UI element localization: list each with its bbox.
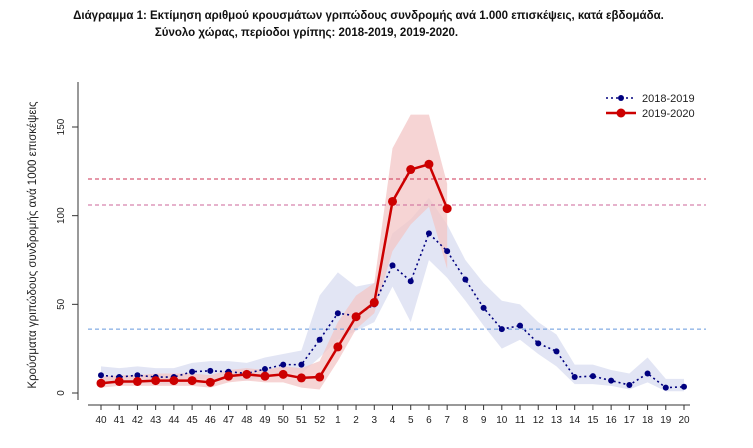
- x-tick-label: 4: [390, 415, 396, 426]
- x-tick-label: 43: [150, 415, 162, 426]
- data-point-2019-2020-wk47: [224, 371, 234, 381]
- y-tick-label: 50: [56, 298, 67, 310]
- data-point-2018-2019-wk7: [444, 248, 451, 255]
- x-tick-label: 5: [408, 415, 414, 426]
- confidence-band-2019-2020: [101, 114, 448, 390]
- legend-label-2018-2019: 2018-2019: [642, 93, 695, 105]
- x-tick-label: 17: [624, 415, 636, 426]
- data-point-2018-2019-wk8: [462, 276, 469, 283]
- data-point-2018-2019-wk10: [498, 326, 505, 333]
- x-tick-label: 46: [205, 415, 217, 426]
- data-point-2018-2019-wk40: [98, 372, 104, 379]
- x-tick-label: 14: [569, 415, 581, 426]
- data-point-2019-2020-wk43: [151, 376, 161, 386]
- data-point-2019-2020-wk45: [187, 376, 197, 386]
- data-point-2019-2020-wk1: [333, 342, 343, 352]
- x-tick-label: 45: [187, 415, 199, 426]
- x-tick-label: 16: [606, 415, 618, 426]
- data-point-2018-2019-wk9: [480, 304, 487, 311]
- x-tick-label: 52: [314, 415, 326, 426]
- chart-title-line2: Σύνολο χώρας, περίοδοι γρίπης: 2018-2019…: [154, 27, 459, 39]
- data-point-2018-2019-wk46: [207, 367, 214, 374]
- data-point-2018-2019-wk18: [644, 370, 651, 377]
- x-tick-label: 20: [678, 415, 690, 426]
- data-point-2018-2019-wk5: [407, 278, 414, 285]
- x-tick-label: 41: [114, 415, 126, 426]
- legend-marker-2018-2019: [618, 95, 624, 101]
- x-tick-label: 18: [642, 415, 654, 426]
- data-point-2018-2019-wk4: [389, 262, 396, 269]
- legend: 2018-2019 2019-2020: [606, 93, 695, 120]
- data-point-2019-2020-wk5: [406, 165, 416, 175]
- x-tick-label: 6: [426, 415, 432, 426]
- x-tick-label: 47: [223, 415, 235, 426]
- data-point-2018-2019-wk15: [589, 373, 596, 380]
- data-point-2018-2019-wk16: [608, 377, 615, 384]
- data-point-2019-2020-wk42: [132, 376, 142, 386]
- data-point-2018-2019-wk14: [571, 374, 578, 381]
- data-point-2018-2019-wk11: [517, 322, 524, 329]
- x-tick-label: 44: [168, 415, 180, 426]
- data-point-2019-2020-wk2: [351, 312, 361, 322]
- data-point-2018-2019-wk19: [662, 384, 669, 391]
- x-tick-label: 48: [241, 415, 253, 426]
- data-point-2018-2019-wk51: [298, 361, 305, 368]
- legend-marker-2019-2020: [616, 108, 626, 118]
- data-point-2018-2019-wk6: [425, 230, 432, 237]
- x-tick-label: 40: [95, 415, 107, 426]
- y-axis-label: Κρούσματα γριπώδους συνδρομής ανά 1000 ε…: [27, 101, 39, 389]
- legend-label-2019-2020: 2019-2020: [642, 108, 695, 120]
- y-tick-label: 150: [56, 118, 67, 135]
- data-point-2018-2019-wk50: [280, 361, 287, 368]
- x-tick-label: 10: [496, 415, 508, 426]
- data-point-2018-2019-wk45: [189, 368, 196, 375]
- data-point-2018-2019-wk52: [316, 336, 323, 343]
- data-point-2019-2020-wk52: [315, 372, 325, 382]
- data-point-2019-2020-wk44: [169, 376, 179, 386]
- x-tick-label: 7: [444, 415, 450, 426]
- data-point-2018-2019-wk42: [134, 372, 141, 379]
- x-tick-label: 1: [335, 415, 341, 426]
- x-tick-label: 42: [132, 415, 144, 426]
- data-point-2019-2020-wk48: [242, 369, 252, 379]
- x-tick-label: 2: [353, 415, 359, 426]
- x-tick-label: 9: [481, 415, 487, 426]
- data-point-2019-2020-wk49: [260, 371, 270, 381]
- data-point-2018-2019-wk1: [334, 310, 341, 317]
- x-tick-label: 12: [533, 415, 545, 426]
- y-tick-label: 100: [56, 207, 67, 224]
- data-point-2018-2019-wk12: [535, 340, 542, 347]
- x-tick-label: 49: [259, 415, 271, 426]
- data-point-2019-2020-wk46: [205, 377, 215, 387]
- y-tick-label: 0: [56, 390, 67, 396]
- x-tick-label: 8: [463, 415, 469, 426]
- data-point-2019-2020-wk3: [369, 298, 379, 308]
- data-point-2018-2019-wk17: [626, 382, 633, 389]
- data-point-2019-2020-wk7: [442, 204, 452, 214]
- data-point-2018-2019-wk13: [553, 348, 560, 355]
- data-point-2019-2020-wk6: [424, 159, 434, 169]
- x-tick-label: 3: [372, 415, 378, 426]
- x-tick-label: 11: [515, 415, 526, 426]
- data-point-2019-2020-wk50: [278, 369, 288, 379]
- data-point-2019-2020-wk41: [114, 376, 124, 386]
- x-tick-label: 15: [587, 415, 599, 426]
- data-point-2019-2020-wk51: [296, 373, 306, 383]
- x-tick-label: 19: [660, 415, 672, 426]
- data-point-2019-2020-wk4: [388, 196, 397, 206]
- chart-title-line1: Διάγραμμα 1: Εκτίμηση αριθμού κρουσμάτων…: [73, 10, 664, 22]
- x-tick-label: 13: [551, 415, 563, 426]
- data-point-2018-2019-wk20: [681, 383, 687, 390]
- data-point-2018-2019-wk49: [261, 366, 268, 373]
- x-tick-label: 51: [296, 415, 308, 426]
- x-tick-label: 50: [278, 415, 290, 426]
- data-point-2019-2020-wk40: [96, 378, 106, 388]
